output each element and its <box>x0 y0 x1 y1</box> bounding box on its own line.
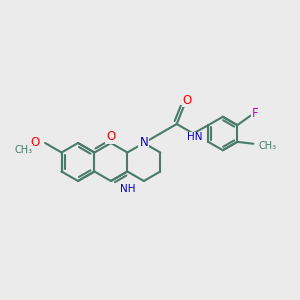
Text: HN: HN <box>188 133 203 142</box>
Text: O: O <box>183 94 192 106</box>
Text: O: O <box>31 136 40 148</box>
Text: CH₃: CH₃ <box>14 145 32 155</box>
Text: NH: NH <box>120 184 135 194</box>
Text: N: N <box>140 136 148 149</box>
Text: F: F <box>252 107 259 120</box>
Text: O: O <box>106 130 116 143</box>
Text: CH₃: CH₃ <box>258 141 277 151</box>
